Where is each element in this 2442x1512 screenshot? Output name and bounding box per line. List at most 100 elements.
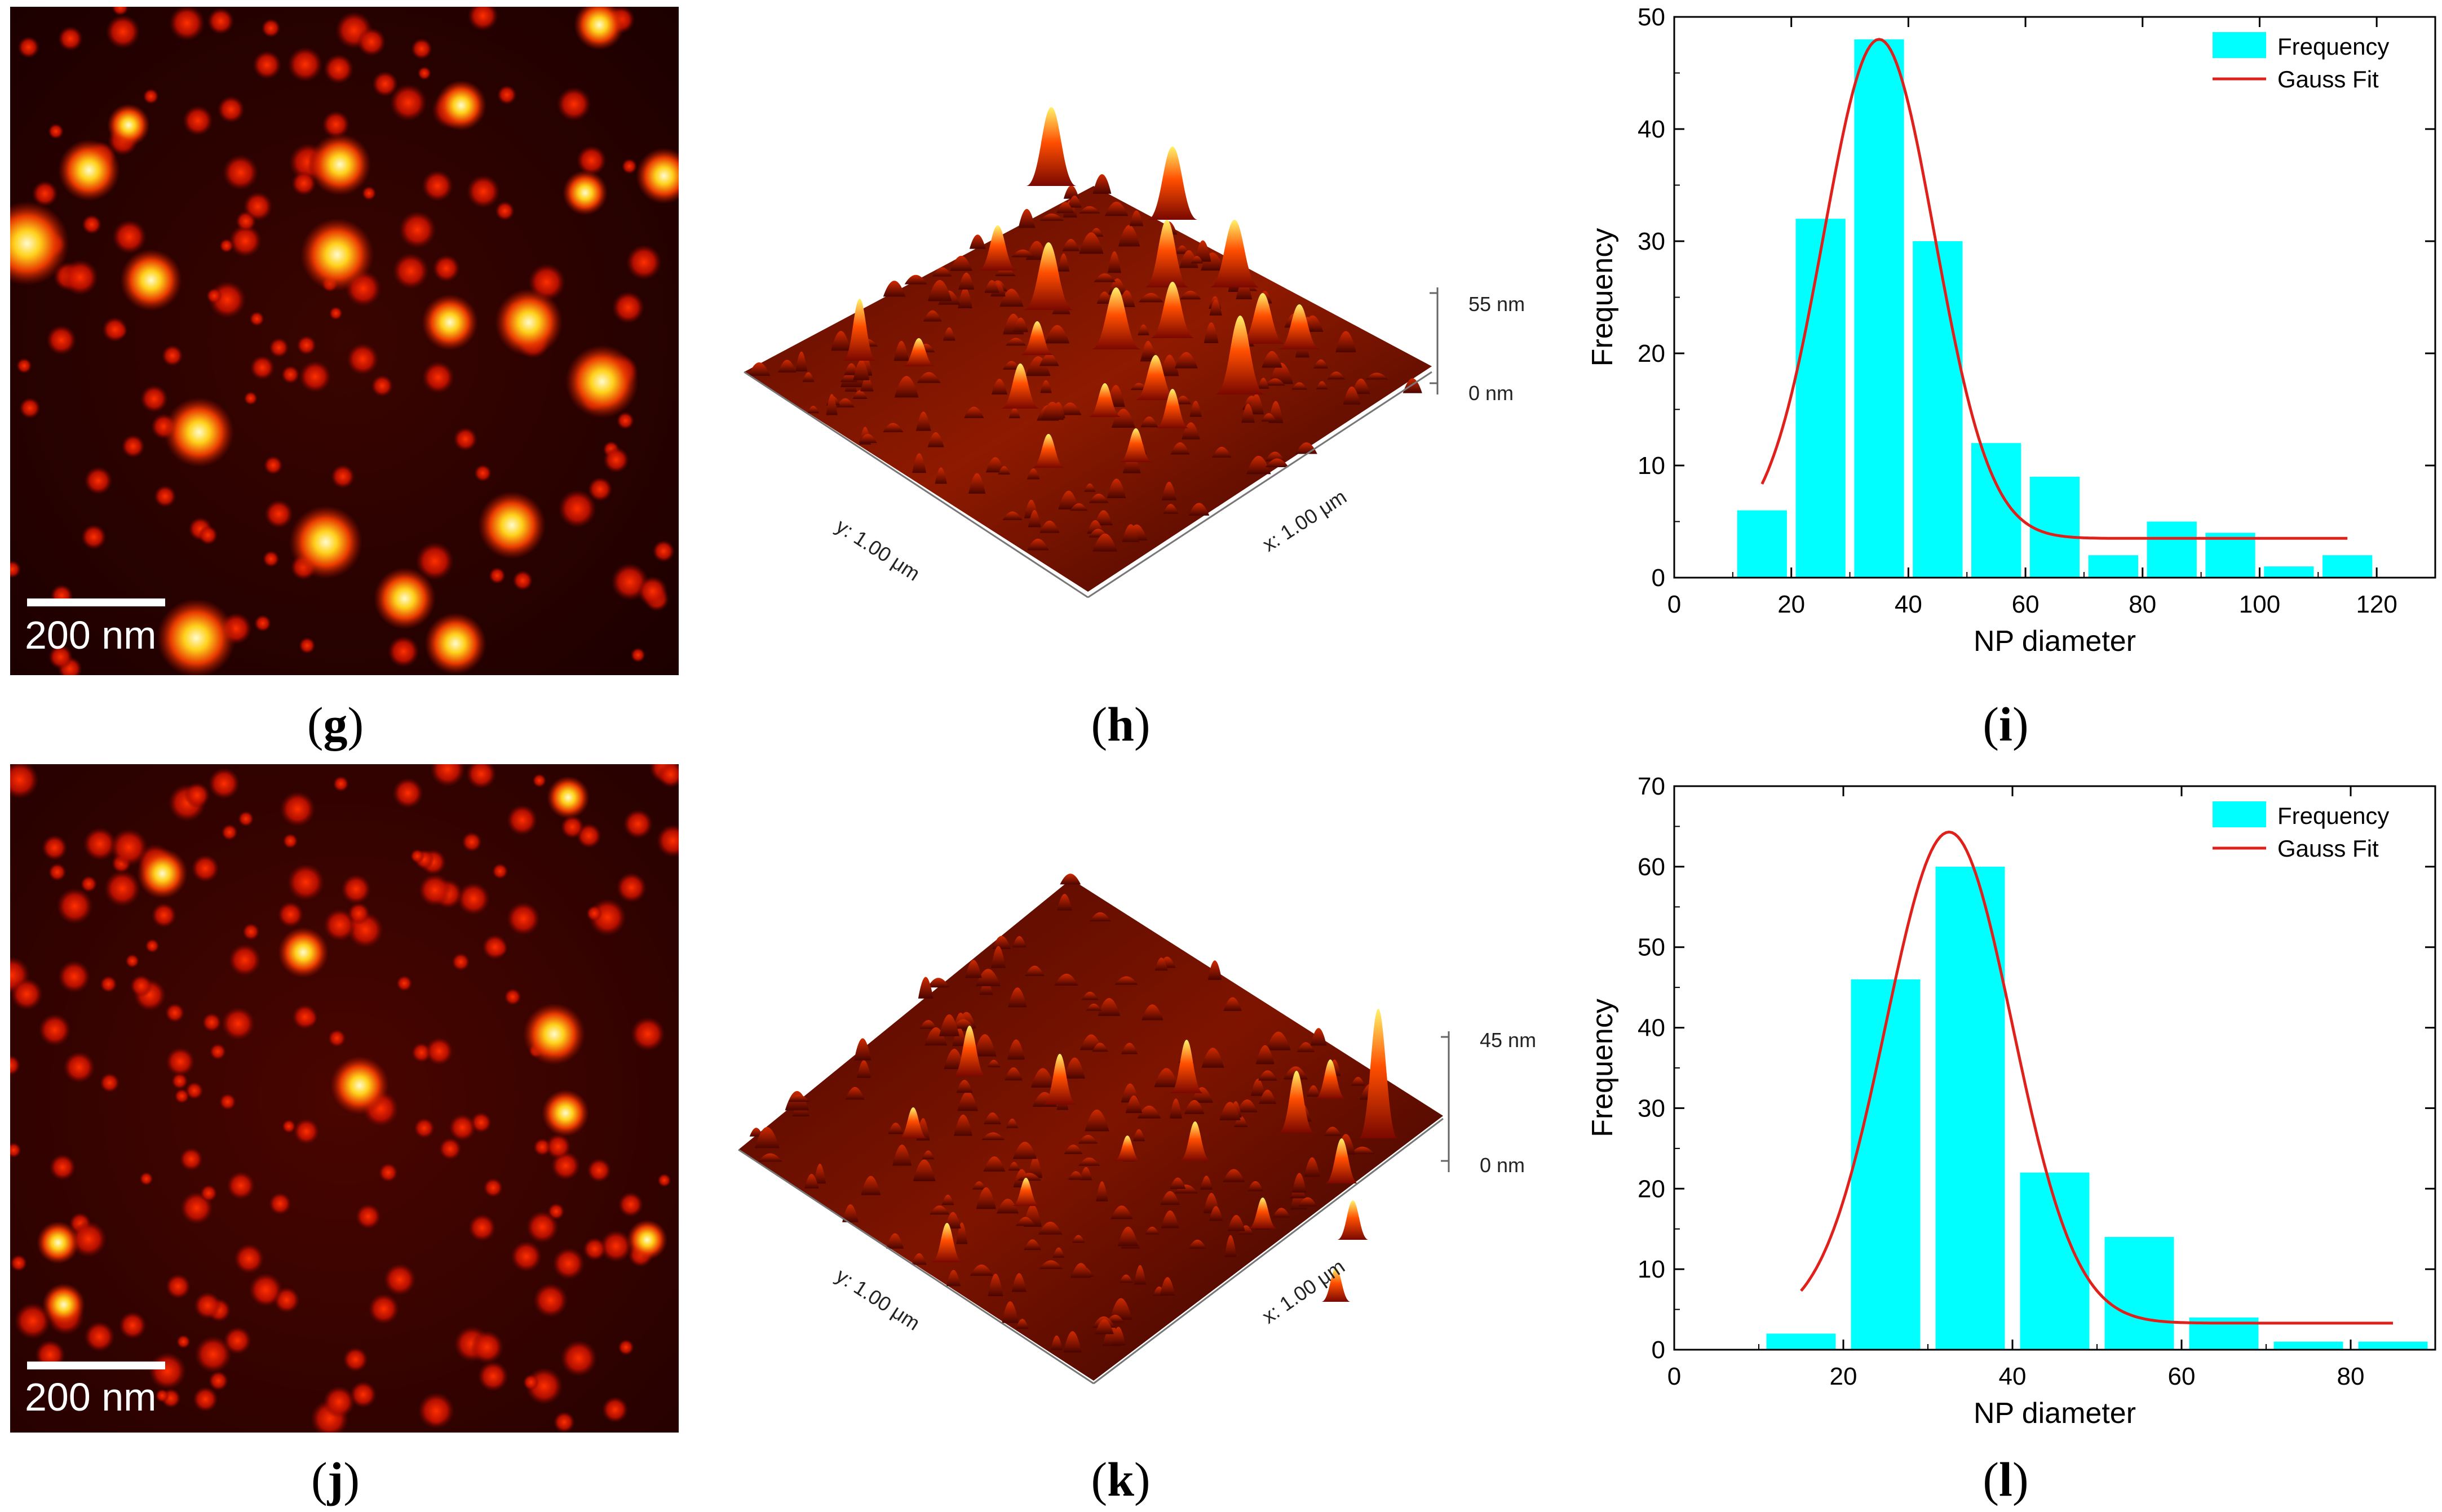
- scalebar-label: 200 nm: [25, 613, 157, 657]
- surface-bump: [1316, 381, 1328, 389]
- nanoparticle: [466, 764, 497, 789]
- nanoparticle: [282, 1119, 296, 1133]
- nanoparticle: [244, 391, 258, 405]
- surface-bump: [1195, 240, 1211, 262]
- panel-label-g: (g): [307, 697, 364, 751]
- nanoparticle: [587, 477, 613, 502]
- surface-bump: [1307, 1085, 1320, 1097]
- surface-bump: [1038, 1221, 1063, 1235]
- nanoparticle: [56, 888, 93, 925]
- surface-bump: [941, 1194, 954, 1205]
- x-tick-label: 80: [2337, 1363, 2365, 1390]
- surface-3d-k: 45 nm 0 nm y: 1.00 μm x: 1.00 μm: [738, 873, 1536, 1385]
- surface-bump: [1059, 402, 1082, 415]
- histogram-l: 0 20 40 60 80 0 10 20 30 40 50 60 70 NP diameter Frequ…: [1567, 766, 2442, 1443]
- afm-image-j: 200 nm: [10, 764, 679, 1433]
- nanoparticle: [105, 15, 140, 49]
- surface-bump: [1095, 1319, 1114, 1334]
- surface-bump: [1179, 250, 1198, 268]
- nanoparticle: [63, 1051, 95, 1083]
- surface-bump: [957, 1091, 978, 1111]
- nanoparticle: [418, 1392, 455, 1429]
- nanoparticle: [125, 954, 140, 968]
- legend-label: Frequency: [2277, 33, 2389, 60]
- surface-bump: [1132, 1129, 1145, 1142]
- surface-peak: [1337, 1200, 1369, 1240]
- nanoparticle: [506, 804, 538, 836]
- surface-peak: [843, 299, 877, 361]
- surface-bump: [1106, 1314, 1125, 1323]
- histogram-bar: [1851, 979, 1921, 1350]
- surface-bump: [852, 390, 868, 399]
- z-top-label: 45 nm: [1480, 1028, 1536, 1052]
- nanoparticle: [19, 397, 41, 419]
- surface-bump: [1028, 1156, 1043, 1178]
- nanoparticle: [553, 1411, 575, 1433]
- legend-swatch-bar: [2213, 801, 2266, 827]
- legend-swatch-bar: [2213, 32, 2266, 58]
- nanoparticle: [552, 1247, 585, 1280]
- nanoparticle: [657, 764, 679, 788]
- surface-bump: [758, 1153, 782, 1162]
- nanoparticle: [194, 1292, 222, 1319]
- histogram-bar: [1737, 510, 1787, 578]
- x-tick-label: 80: [2129, 591, 2156, 618]
- surface-bump: [1081, 991, 1099, 1000]
- nanoparticle: [143, 88, 159, 104]
- nanoparticle: [630, 648, 645, 663]
- surface-bump: [1057, 894, 1072, 911]
- surface-bump: [1227, 1214, 1245, 1231]
- nanoparticle: [81, 524, 107, 550]
- surface-bump: [1350, 1146, 1375, 1154]
- surface-bump: [992, 935, 1011, 949]
- surface-bump: [1017, 1173, 1042, 1181]
- nanoparticle: [10, 978, 43, 1010]
- surface-bump: [1134, 1265, 1147, 1285]
- nanoparticle: [10, 1254, 28, 1272]
- surface-bump: [1129, 210, 1144, 227]
- nanoparticle: [329, 306, 343, 320]
- x-tick-label: 20: [1777, 591, 1805, 618]
- surface-peak: [1147, 147, 1198, 220]
- gauss-fit-line: [1800, 830, 2393, 1325]
- surface-bump: [1265, 378, 1285, 386]
- surface-peak: [1179, 1121, 1211, 1161]
- surface-bump: [840, 373, 858, 382]
- surface-peak: [1150, 282, 1195, 338]
- surface-peak: [1278, 304, 1321, 349]
- nanoparticle: [556, 87, 591, 121]
- surface-bump: [945, 1212, 961, 1229]
- nanoparticle: [586, 905, 603, 921]
- nanoparticle: [297, 335, 317, 355]
- nanoparticle: [287, 47, 323, 82]
- nanoparticle: [425, 1037, 453, 1066]
- nanoparticle: [341, 874, 371, 904]
- surface-bump: [1008, 1161, 1020, 1171]
- nanoparticle: [229, 224, 262, 258]
- surface-bump: [1008, 407, 1020, 419]
- x-tick-label: 0: [1667, 1363, 1681, 1390]
- surface-bump: [999, 289, 1024, 307]
- histogram-bar: [2104, 1237, 2174, 1350]
- surface-bump: [1039, 353, 1059, 366]
- nanoparticle: [227, 1171, 255, 1200]
- surface-bump: [1078, 1134, 1098, 1144]
- y-tick-label: 10: [1638, 1256, 1665, 1283]
- surface-bump: [883, 423, 904, 432]
- histogram-bar: [1766, 1333, 1836, 1350]
- nanoparticle: [254, 614, 272, 632]
- surface-peak: [1043, 1054, 1077, 1105]
- nanoparticle: [280, 791, 316, 827]
- surface-bump: [845, 1087, 865, 1100]
- legend-label: Frequency: [2277, 802, 2389, 829]
- surface-bump: [1142, 1004, 1164, 1021]
- nanoparticle: [467, 7, 498, 31]
- nanoparticle: [432, 255, 460, 282]
- surface-bump: [1170, 1177, 1186, 1189]
- surface-bump: [958, 287, 972, 308]
- nanoparticle: [492, 863, 508, 880]
- nanoparticle: [415, 542, 454, 580]
- nanoparticle: [396, 975, 413, 991]
- histogram-bar: [1913, 241, 1963, 578]
- surface-peak: [899, 1107, 928, 1138]
